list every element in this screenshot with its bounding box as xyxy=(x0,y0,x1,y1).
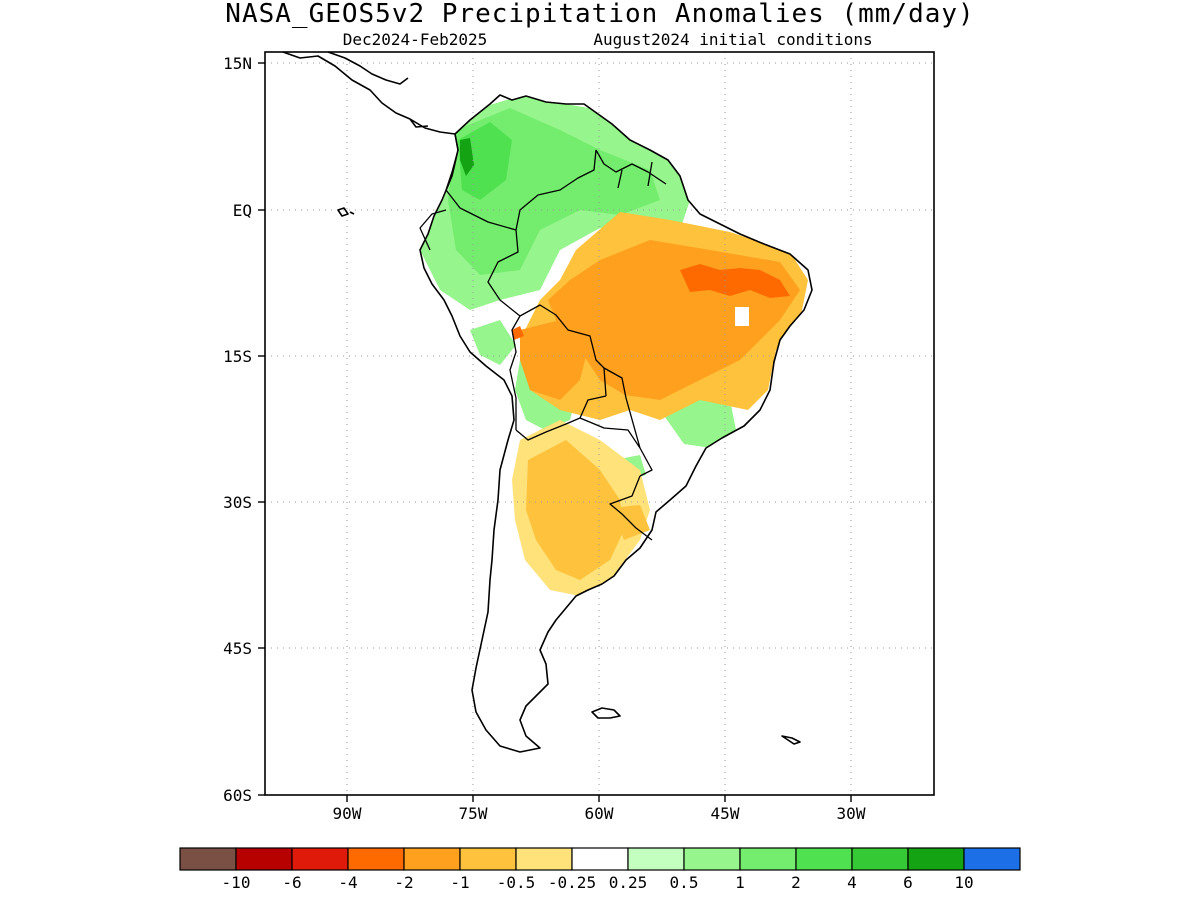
colorbar-swatch xyxy=(179,847,237,871)
colorbar-swatch xyxy=(347,847,405,871)
latitude-axis: 15N EQ 15S 30S 45S 60S xyxy=(223,54,265,805)
lon-label: 90W xyxy=(333,804,362,823)
colorbar-label: 6 xyxy=(903,873,913,892)
colorbar-swatch xyxy=(515,847,573,871)
map-title: NASA_GEOS5v2 Precipitation Anomalies (mm… xyxy=(225,0,974,29)
colorbar-label: 4 xyxy=(847,873,857,892)
colorbar-swatch xyxy=(403,847,461,871)
lat-label: 30S xyxy=(223,493,252,512)
lat-label: EQ xyxy=(233,201,252,220)
colorbar-labels: -10 -6 -4 -2 -1 -0.5 -0.25 0.25 0.5 1 2 4 6 10 xyxy=(222,873,974,892)
colorbar-swatch xyxy=(851,847,909,871)
colorbar-label: -2 xyxy=(394,873,413,892)
south-georgia-island xyxy=(781,735,801,745)
colorbar-label: -4 xyxy=(338,873,357,892)
lon-label: 30W xyxy=(837,804,866,823)
colorbar-swatch xyxy=(907,847,965,871)
colorbar-label: -0.25 xyxy=(548,873,596,892)
colorbar-swatch xyxy=(235,847,293,871)
lon-label: 45W xyxy=(711,804,740,823)
colorbar-label: 10 xyxy=(954,873,973,892)
strong-wet-anomaly-colombia xyxy=(460,138,474,176)
colorbar-swatch xyxy=(571,847,629,871)
colorbar-swatch xyxy=(683,847,741,871)
colorbar-legend xyxy=(179,847,1021,871)
falkland-islands xyxy=(591,707,621,719)
colorbar-label: 2 xyxy=(791,873,801,892)
colorbar-label: -10 xyxy=(222,873,251,892)
colorbar-swatch xyxy=(739,847,797,871)
colorbar-label: 0.5 xyxy=(670,873,699,892)
colorbar-label: 0.25 xyxy=(609,873,648,892)
lat-label: 60S xyxy=(223,786,252,805)
lon-label: 60W xyxy=(585,804,614,823)
wet-anomaly-colombia xyxy=(458,122,512,200)
colorbar-swatch xyxy=(627,847,685,871)
wet-anomaly-southeast-brazil xyxy=(614,395,736,480)
colorbar-label: 1 xyxy=(735,873,745,892)
colorbar-label: -1 xyxy=(450,873,469,892)
colorbar-label: -0.5 xyxy=(497,873,536,892)
lat-label: 45S xyxy=(223,639,252,658)
colorbar-swatch xyxy=(795,847,853,871)
lat-label: 15N xyxy=(223,54,252,73)
init-subtitle: August2024 initial conditions xyxy=(593,30,872,49)
colorbar-swatch xyxy=(291,847,349,871)
south-america-coastline xyxy=(419,94,813,753)
galapagos-islands xyxy=(337,207,355,217)
longitude-axis: 90W 75W 60W 45W 30W xyxy=(333,795,866,823)
colorbar-label: -6 xyxy=(282,873,301,892)
colorbar-swatch xyxy=(963,847,1021,871)
central-america-coastline xyxy=(282,51,456,135)
lat-label: 15S xyxy=(223,347,252,366)
strong-dry-anomaly-northeast-brazil xyxy=(512,264,790,340)
lon-label: 75W xyxy=(459,804,488,823)
colorbar-swatch xyxy=(459,847,517,871)
neutral-patch xyxy=(735,307,749,326)
dry-anomaly-argentina-core xyxy=(526,440,650,580)
country-borders xyxy=(419,133,667,541)
period-subtitle: Dec2024-Feb2025 xyxy=(343,30,488,49)
coastline-layer xyxy=(282,51,813,753)
